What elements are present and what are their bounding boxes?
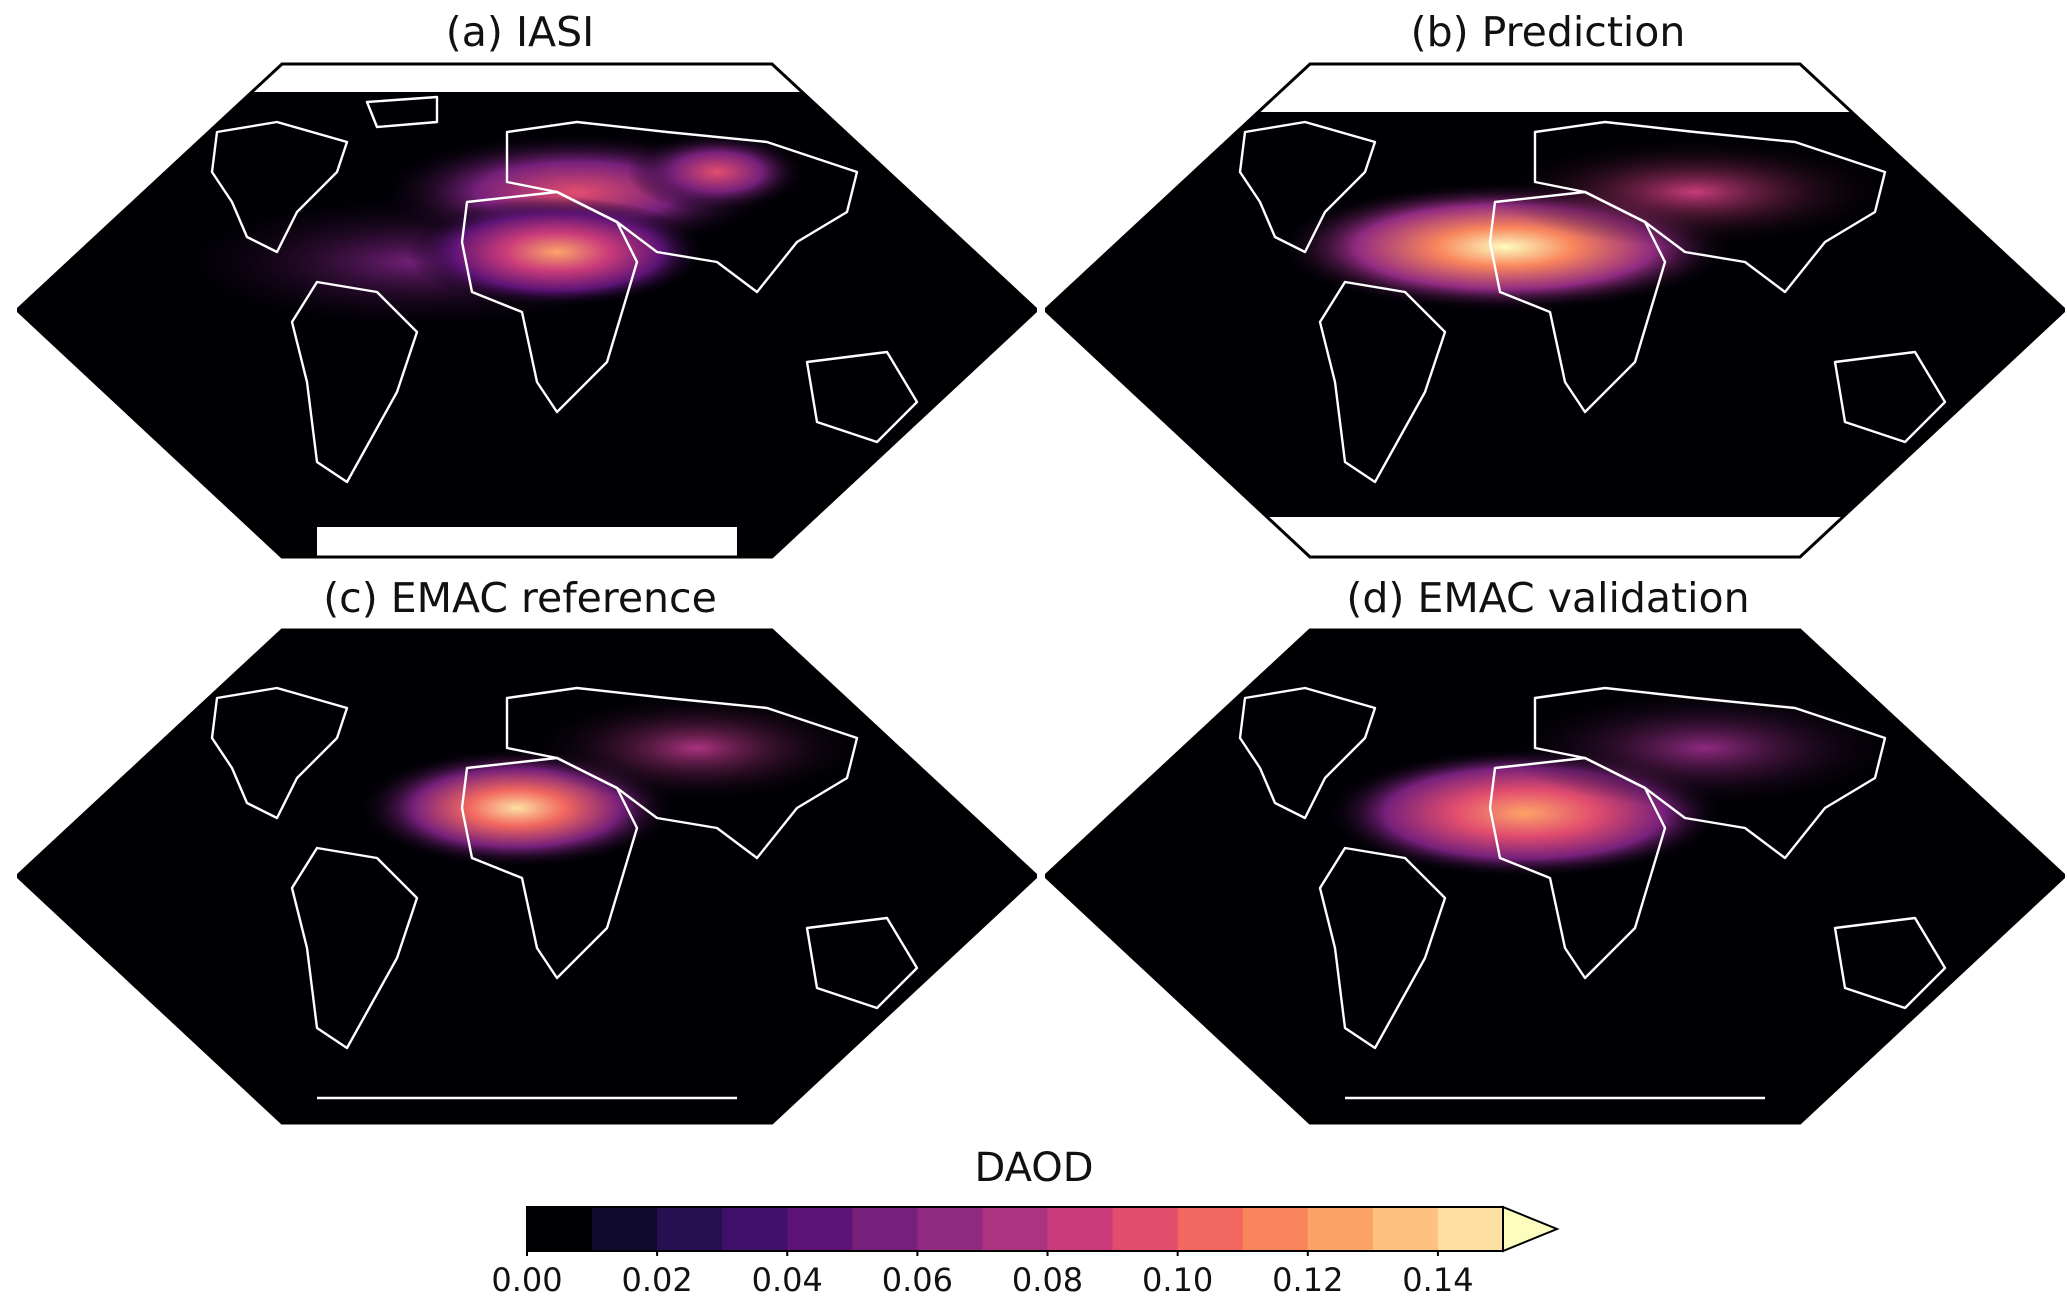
colorbar-segment [787,1207,853,1251]
colorbar-tick-label: 0.02 [621,1261,693,1299]
map-panel-prediction [1045,62,2065,559]
colorbar-tick-label: 0.08 [1011,1261,1084,1299]
colorbar-segment [1242,1207,1309,1251]
colorbar-tick-label: 0.06 [881,1261,954,1299]
colorbar-tick-label: 0.10 [1142,1261,1214,1299]
colorbar-tick-label: 0.00 [491,1261,563,1299]
colorbar-tick-label: 0.12 [1272,1261,1344,1299]
colorbar-segment [1372,1207,1439,1251]
world-map-iasi [17,62,1037,559]
colorbar-segment [982,1207,1049,1251]
map-panel-iasi [17,62,1037,559]
colorbar-outline [526,1206,1504,1252]
colorbar-extend-arrow [1502,1205,1560,1253]
colorbar-segment [1177,1207,1244,1251]
world-map-emac-reference [17,628,1037,1125]
colorbar-tick-label: 0.14 [1402,1261,1474,1299]
panel-title-b: (b) Prediction [1410,8,1686,56]
colorbar-segment [592,1207,658,1251]
colorbar-tick-label: 0.04 [751,1261,823,1299]
panel-title-c: (c) EMAC reference [323,574,717,622]
map-panel-emac-reference [17,628,1037,1125]
colorbar-segment [1437,1207,1504,1251]
colorbar-segment [722,1207,788,1251]
colorbar-segment [852,1207,918,1251]
world-map-emac-validation [1045,628,2065,1125]
world-map-prediction [1045,62,2065,559]
panel-title-d: (d) EMAC validation [1346,574,1750,622]
colorbar-segment [657,1207,723,1251]
colorbar-title: DAOD [974,1145,1094,1191]
map-panel-emac-validation [1045,628,2065,1125]
colorbar-segment [527,1207,593,1251]
colorbar-segment [1112,1207,1179,1251]
colorbar [526,1205,1560,1256]
panel-title-a: (a) IASI [445,8,595,56]
colorbar-segment [1307,1207,1374,1251]
colorbar-segment [1047,1207,1114,1251]
colorbar-segment [917,1207,984,1251]
